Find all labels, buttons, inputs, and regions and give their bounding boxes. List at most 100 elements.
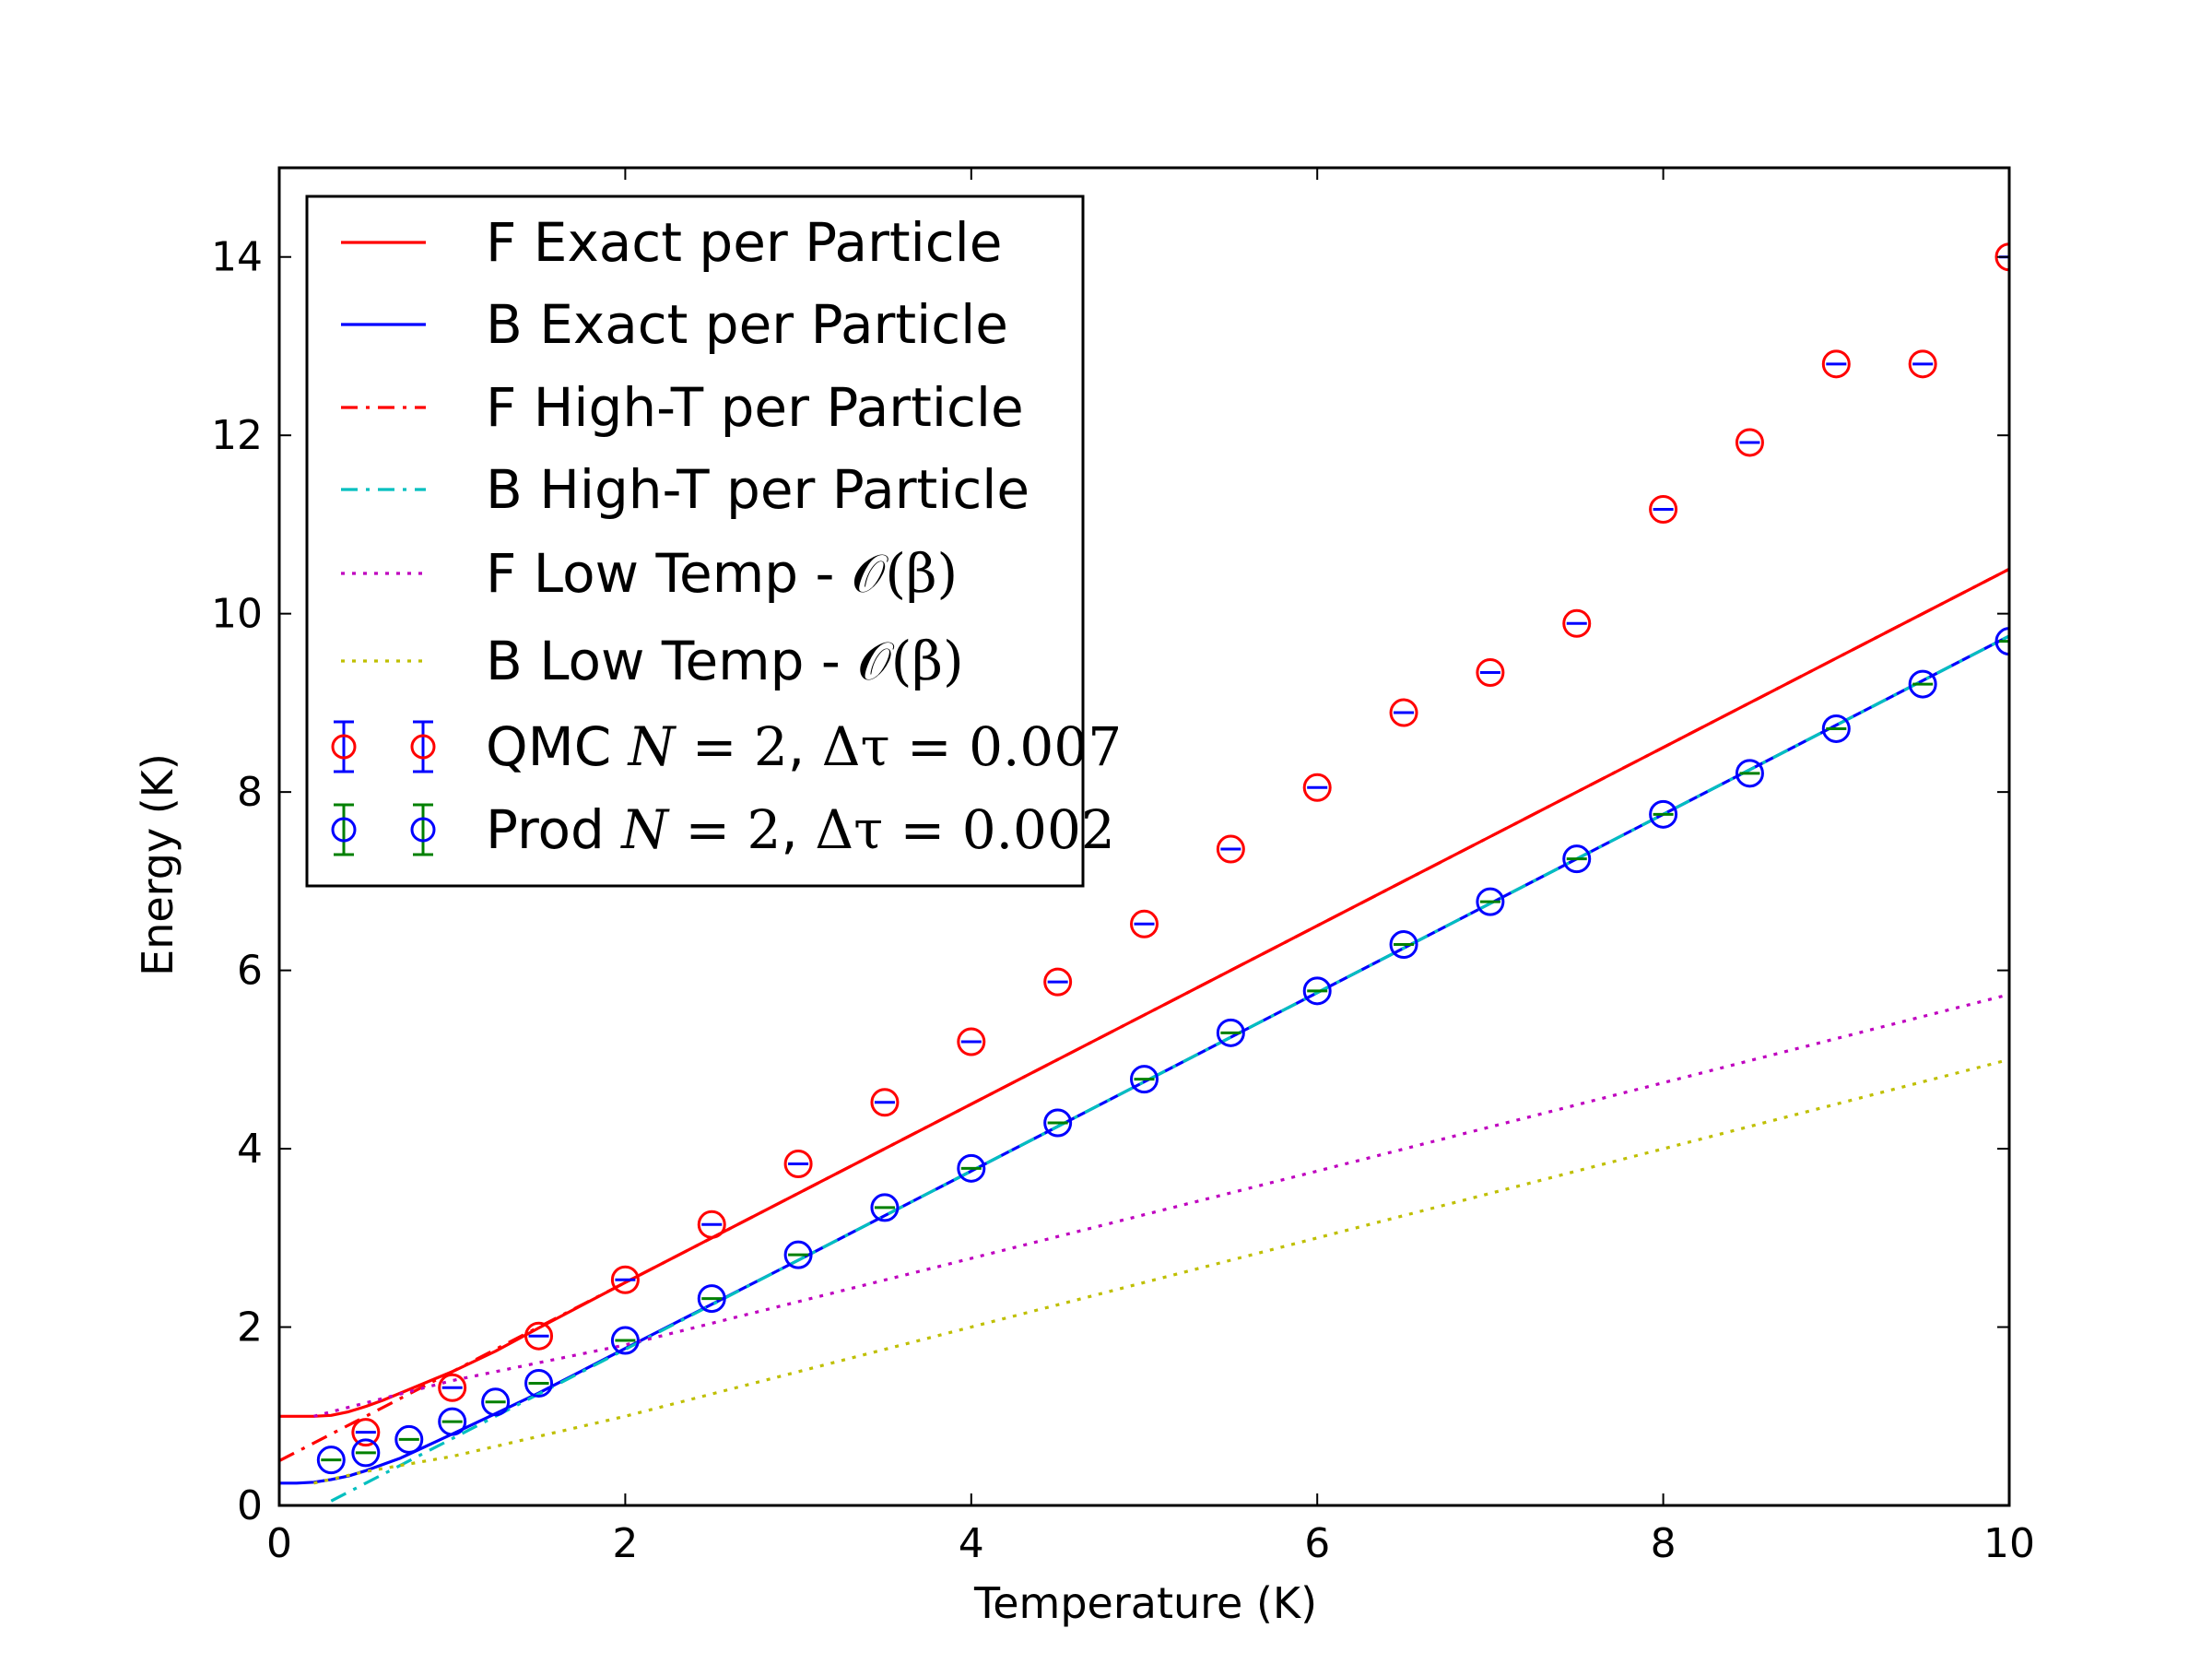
data-point — [1821, 349, 1851, 379]
x-tick-label: 8 — [1651, 1520, 1677, 1567]
legend-label: QMC N = 2, Δτ = 0.007 — [486, 715, 1122, 778]
legend-entry-b-low-temp: B Low Temp - 𝒪(β) — [341, 630, 964, 692]
legend-label-text: F High-T per Particle — [486, 376, 1024, 439]
data-point — [438, 1407, 467, 1436]
y-tick-label: 8 — [237, 769, 263, 816]
legend-box — [305, 195, 1085, 888]
y-tick-label: 10 — [211, 591, 263, 638]
legend-label-text: , — [781, 798, 815, 861]
legend-marker — [410, 734, 436, 760]
legend-label-math: = 0.002 — [883, 798, 1115, 861]
series-points-prod-n-2-0-002 — [316, 627, 2009, 1475]
data-point — [610, 1326, 640, 1355]
data-point — [1216, 1018, 1245, 1047]
data-point — [1302, 976, 1332, 1006]
data-point — [351, 1418, 381, 1447]
legend-label: F Low Temp - 𝒪(β) — [486, 542, 958, 605]
legend-label: F Exact per Particle — [486, 211, 1002, 274]
data-point — [697, 1210, 726, 1239]
data-point — [1389, 698, 1418, 727]
legend-entry-f-low-temp: F Low Temp - 𝒪(β) — [341, 542, 958, 605]
data-point — [783, 1240, 813, 1269]
x-tick-label: 2 — [612, 1520, 638, 1567]
legend-marker — [331, 817, 357, 843]
legend-label-math: = 0.007 — [890, 715, 1123, 778]
legend-label-text: B Exact per Particle — [486, 293, 1008, 356]
data-point — [610, 1265, 640, 1294]
y-axis-label: Energy (K) — [133, 753, 182, 976]
data-point — [783, 1150, 813, 1179]
data-point — [1994, 242, 2009, 272]
data-point — [481, 1387, 511, 1417]
legend-label-math: 𝒪(β) — [852, 542, 958, 605]
y-tick-label: 14 — [211, 234, 263, 281]
data-point — [697, 1284, 726, 1314]
data-point — [316, 1446, 346, 1475]
series-line-f-low-temp — [313, 993, 2009, 1418]
legend-label-math: = 2 — [668, 798, 781, 861]
axes-frame — [277, 166, 2011, 1507]
legend-label: B Low Temp - 𝒪(β) — [486, 630, 964, 692]
legend-label: F High-T per Particle — [486, 376, 1024, 439]
data-point — [1476, 887, 1505, 916]
series-line-f-high-t-per-particle — [279, 567, 2009, 1463]
plot-content — [279, 242, 2009, 1503]
data-point — [1908, 669, 1937, 699]
legend-entry-b-exact-per-particle: B Exact per Particle — [341, 293, 1008, 356]
data-point — [394, 1424, 424, 1454]
series-points-qmc-n-2-0-007 — [351, 242, 2009, 1447]
legend-label-math: N — [627, 715, 677, 778]
series-line-b-low-temp — [313, 1057, 2009, 1485]
legend-entry-f-exact-per-particle: F Exact per Particle — [341, 211, 1002, 274]
legend-label-text: QMC — [486, 715, 629, 778]
x-tick-label: 4 — [959, 1520, 984, 1567]
x-tick-label: 0 — [266, 1520, 292, 1567]
data-point — [1562, 608, 1592, 638]
legend-marker — [410, 817, 436, 843]
data-point — [1389, 930, 1418, 960]
data-point — [1735, 428, 1764, 457]
legend-label: B Exact per Particle — [486, 293, 1008, 356]
data-point — [351, 1438, 381, 1468]
legend-label: B High-T per Particle — [486, 458, 1030, 521]
legend-label-math: = 2 — [675, 715, 787, 778]
axes: 0 2 4 6 8 10 0 2 4 6 8 10 12 14 — [211, 166, 2035, 1567]
legend-entry-f-high-t-per-particle: F High-T per Particle — [341, 376, 1024, 439]
data-point — [524, 1368, 554, 1398]
legend-label-text: B Low Temp - — [486, 630, 857, 692]
y-tick-label: 12 — [211, 412, 263, 459]
data-point — [957, 1027, 986, 1056]
y-tick-label: 6 — [237, 948, 263, 995]
x-tick-label: 6 — [1304, 1520, 1330, 1567]
y-tick-label: 2 — [237, 1304, 263, 1351]
legend-label-text: F Exact per Particle — [486, 211, 1002, 274]
x-axis-label: Temperature (K) — [973, 1578, 1317, 1628]
data-point — [1649, 494, 1678, 524]
legend-entry-prod-n-2-0-002: Prod N = 2, Δτ = 0.002 — [331, 798, 1115, 861]
data-point — [1130, 909, 1159, 938]
legend-label-text: , — [788, 715, 822, 778]
plot-area — [279, 242, 2009, 1503]
data-point — [1821, 714, 1851, 743]
data-point — [1302, 773, 1332, 802]
y-tick-label: 4 — [237, 1126, 263, 1173]
data-point — [1735, 759, 1764, 788]
data-point — [1908, 349, 1937, 379]
data-point — [1476, 658, 1505, 688]
data-point — [1562, 844, 1592, 874]
legend-label-text: Prod — [486, 798, 621, 861]
legend-marker — [331, 734, 357, 760]
data-point — [1043, 967, 1073, 997]
y-tick-label: 0 — [237, 1482, 263, 1529]
legend-label-math: 𝒪(β) — [857, 630, 963, 692]
data-point — [1216, 834, 1245, 864]
data-point — [524, 1321, 554, 1351]
legend-label-text: B High-T per Particle — [486, 458, 1030, 521]
legend-label-math: N — [619, 798, 670, 861]
legend-label: Prod N = 2, Δτ = 0.002 — [486, 798, 1115, 861]
data-point — [1649, 799, 1678, 829]
legend-label-text: F Low Temp - — [486, 542, 852, 605]
data-point — [1130, 1065, 1159, 1094]
